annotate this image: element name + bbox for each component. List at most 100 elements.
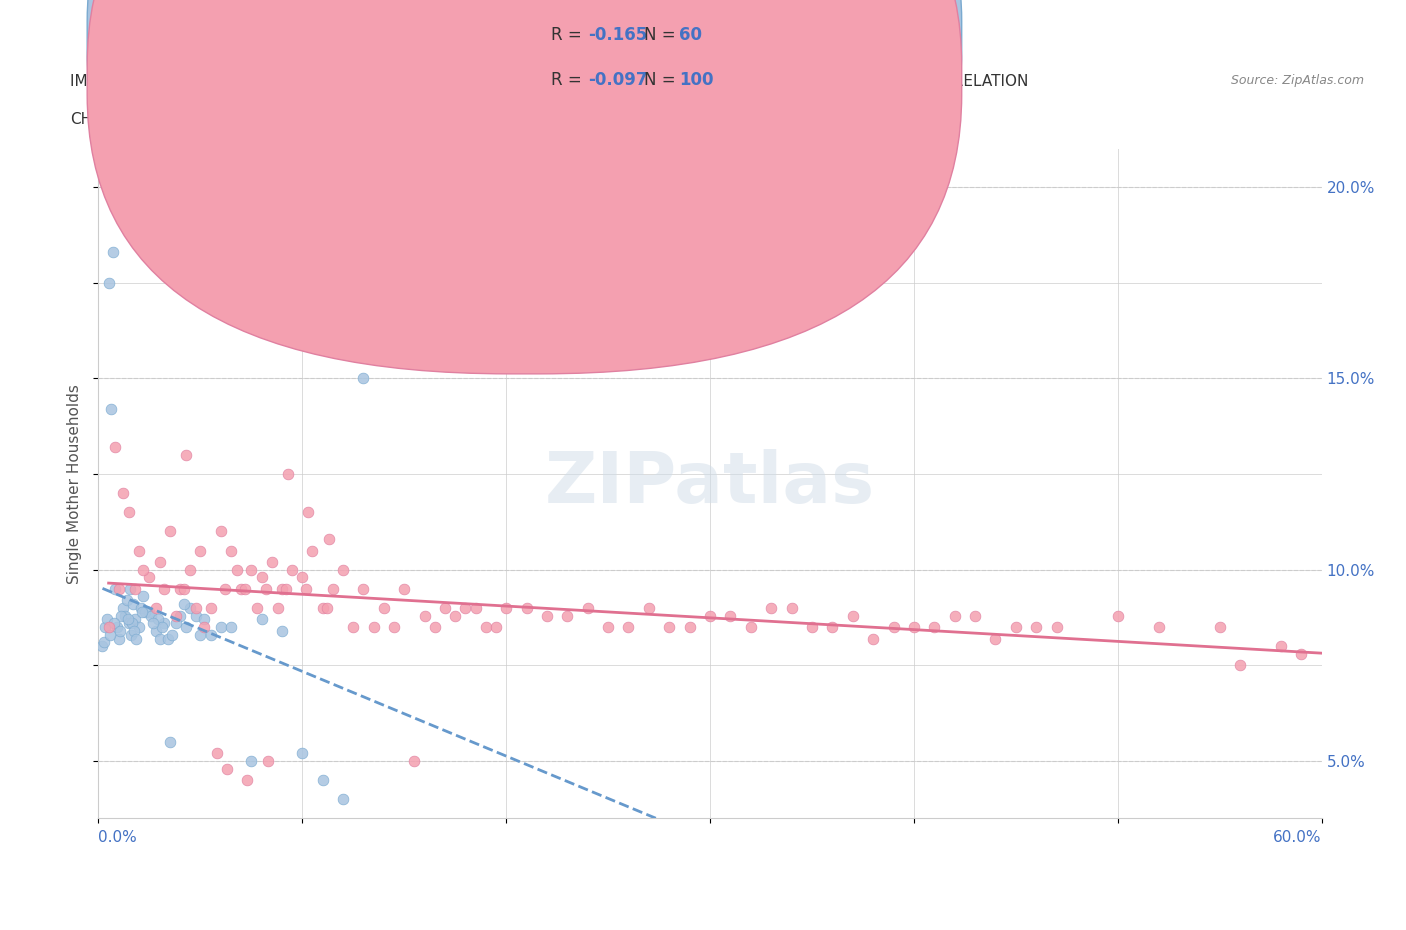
- Point: [150, 619, 173, 634]
- Point: [254, 581, 277, 596]
- Text: 60.0%: 60.0%: [1274, 830, 1322, 844]
- Point: [142, 616, 165, 631]
- Point: [209, 619, 232, 634]
- Point: [93, 619, 115, 634]
- Point: [174, 619, 197, 634]
- Point: [1208, 619, 1232, 634]
- Point: [699, 608, 721, 623]
- Point: [128, 543, 150, 558]
- Point: [464, 601, 486, 616]
- Point: [444, 608, 467, 623]
- Point: [246, 601, 269, 616]
- Point: [115, 592, 138, 607]
- Point: [132, 563, 155, 578]
- Text: N =: N =: [644, 71, 681, 89]
- Point: [270, 581, 294, 596]
- Point: [97, 275, 120, 290]
- Point: [149, 554, 172, 569]
- Point: [1004, 619, 1026, 634]
- Text: ZIPatlas: ZIPatlas: [546, 449, 875, 518]
- Point: [404, 753, 426, 768]
- Point: [780, 601, 803, 616]
- Text: -0.165: -0.165: [588, 26, 647, 45]
- Point: [277, 467, 299, 482]
- Point: [270, 623, 294, 638]
- Point: [132, 589, 155, 604]
- Point: [256, 753, 278, 768]
- Point: [679, 619, 702, 634]
- Point: [240, 753, 263, 768]
- Point: [114, 608, 136, 623]
- Point: [146, 612, 169, 627]
- Text: R =: R =: [551, 71, 588, 89]
- Point: [250, 612, 273, 627]
- Point: [128, 619, 150, 634]
- Point: [186, 601, 208, 616]
- Point: [1270, 639, 1292, 654]
- Point: [179, 563, 201, 578]
- Point: [118, 505, 141, 520]
- Point: [658, 619, 681, 634]
- Point: [122, 597, 145, 612]
- Point: [110, 608, 132, 623]
- Point: [373, 601, 395, 616]
- Point: [131, 604, 153, 619]
- Point: [274, 581, 297, 596]
- Point: [260, 554, 283, 569]
- Point: [169, 581, 191, 596]
- Point: [122, 623, 145, 638]
- Y-axis label: Single Mother Households: Single Mother Households: [66, 384, 82, 583]
- Text: R =: R =: [551, 26, 588, 45]
- Point: [332, 563, 354, 578]
- Point: [186, 608, 208, 623]
- Point: [352, 581, 374, 596]
- Point: [903, 619, 925, 634]
- Point: [117, 612, 139, 627]
- Point: [821, 619, 844, 634]
- Point: [720, 608, 742, 623]
- Point: [382, 619, 405, 634]
- Point: [209, 524, 232, 538]
- Point: [883, 619, 905, 634]
- Point: [120, 628, 142, 643]
- Point: [862, 631, 884, 646]
- Point: [233, 581, 256, 596]
- Point: [801, 619, 824, 634]
- Text: 0.0%: 0.0%: [98, 830, 138, 844]
- Point: [250, 570, 273, 585]
- Point: [108, 631, 131, 646]
- Point: [173, 597, 195, 612]
- Point: [576, 601, 599, 616]
- Point: [91, 639, 114, 654]
- Point: [169, 608, 191, 623]
- Point: [179, 601, 201, 616]
- Point: [108, 623, 131, 638]
- Point: [226, 563, 249, 578]
- Point: [145, 601, 167, 616]
- Point: [312, 601, 335, 616]
- Point: [219, 619, 242, 634]
- Point: [121, 616, 143, 631]
- Point: [315, 601, 337, 616]
- Point: [98, 628, 121, 643]
- Point: [922, 619, 945, 634]
- Point: [1045, 619, 1069, 634]
- Point: [297, 505, 319, 520]
- Point: [740, 619, 762, 634]
- Point: [638, 601, 661, 616]
- Point: [205, 746, 228, 761]
- Point: [433, 601, 456, 616]
- Point: [301, 543, 323, 558]
- Point: [104, 440, 127, 455]
- Point: [105, 619, 128, 634]
- Text: -0.097: -0.097: [588, 71, 647, 89]
- Point: [138, 604, 160, 619]
- Point: [841, 608, 863, 623]
- Point: [152, 616, 174, 631]
- Point: [984, 631, 1007, 646]
- Point: [165, 616, 187, 631]
- Point: [104, 581, 127, 596]
- Point: [965, 608, 987, 623]
- Point: [124, 581, 146, 596]
- Point: [322, 581, 344, 596]
